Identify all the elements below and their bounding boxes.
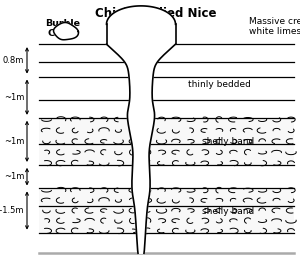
Polygon shape [106, 6, 176, 253]
Text: ~1m: ~1m [4, 137, 24, 146]
Text: shelly band: shelly band [202, 137, 254, 146]
Text: 0.8m: 0.8m [3, 56, 24, 65]
Bar [39, 188, 294, 233]
Text: 1-1.5m: 1-1.5m [0, 206, 24, 215]
Text: Massive creamy
white limestone: Massive creamy white limestone [249, 17, 300, 36]
Bar [39, 118, 294, 165]
Text: Chicken Flied Nice: Chicken Flied Nice [95, 7, 217, 20]
Text: shelly band: shelly band [202, 207, 254, 217]
Text: ~1m: ~1m [4, 93, 24, 102]
Polygon shape [53, 23, 79, 40]
Text: thinly bedded: thinly bedded [188, 80, 250, 89]
Text: ~1m: ~1m [4, 172, 24, 181]
Text: Burble
Crawl: Burble Crawl [46, 19, 80, 38]
